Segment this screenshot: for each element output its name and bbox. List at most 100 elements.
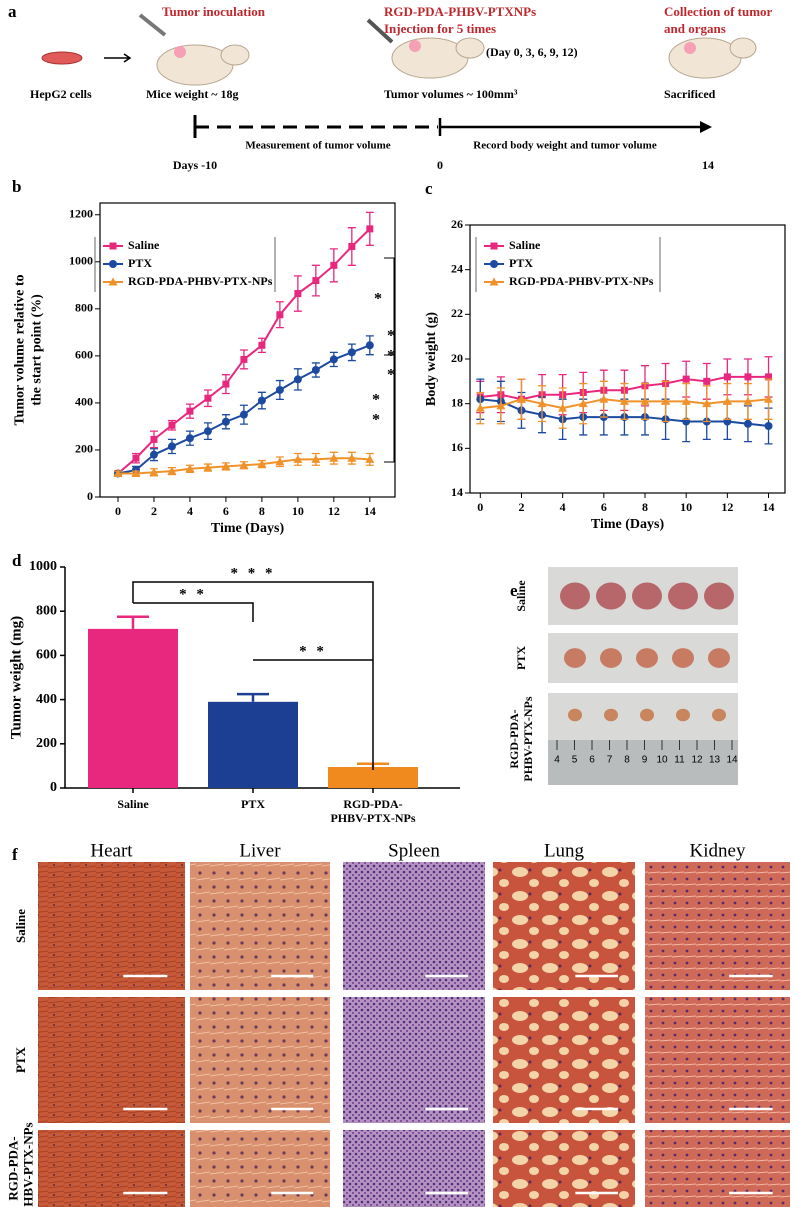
y-axis-title: Tumor volume relative to xyxy=(13,274,28,425)
marker xyxy=(764,422,773,430)
row-label: RGD-PDA- xyxy=(507,709,521,768)
marker xyxy=(490,242,498,250)
timeline-day: 14 xyxy=(702,158,714,172)
marker xyxy=(150,435,158,443)
marker xyxy=(257,396,266,405)
histology-image xyxy=(190,997,330,1123)
ruler-number: 8 xyxy=(624,755,630,766)
syringe xyxy=(366,18,394,44)
mouse-icon xyxy=(391,37,485,79)
row-label: Saline xyxy=(13,909,28,943)
marker xyxy=(204,394,212,402)
step-title: Tumor inoculation xyxy=(162,4,266,19)
legend-box xyxy=(94,237,276,292)
tumor xyxy=(600,648,622,668)
legend-label: PTX xyxy=(128,256,152,270)
histology-image xyxy=(645,862,790,990)
y-tick-label: 1000 xyxy=(69,254,93,268)
y-tick-label: 600 xyxy=(36,648,57,663)
significance-star: * xyxy=(372,412,380,429)
significance-star: * * xyxy=(179,586,207,602)
y-tick-label: 20 xyxy=(451,351,463,365)
step-text: Sacrificed xyxy=(664,87,716,101)
marker xyxy=(723,373,731,381)
marker xyxy=(311,365,320,374)
legend-label: RGD-PDA-PHBV-PTX-NPs xyxy=(509,274,654,288)
y-tick-label: 26 xyxy=(451,217,463,231)
marker xyxy=(167,466,177,475)
x-tick-label: 10 xyxy=(680,500,692,514)
x-tick-label: RGD-PDA- xyxy=(343,797,402,811)
row-label: PTX xyxy=(13,1046,28,1073)
tumor xyxy=(596,582,626,610)
ruler-number: 5 xyxy=(572,755,578,766)
marker xyxy=(682,375,690,383)
marker xyxy=(347,348,356,357)
marker xyxy=(275,457,285,466)
x-tick-label: 2 xyxy=(151,504,157,518)
marker xyxy=(239,460,249,469)
tumor xyxy=(712,708,726,722)
marker xyxy=(329,453,339,462)
x-tick-label: 14 xyxy=(763,500,775,514)
panel-label: e xyxy=(510,581,518,600)
significance-star: * xyxy=(374,291,382,308)
x-tick-label: 12 xyxy=(328,504,340,518)
y-tick-label: 800 xyxy=(36,603,57,618)
ruler-number: 4 xyxy=(554,755,560,766)
marker xyxy=(109,242,117,250)
marker xyxy=(240,355,248,363)
ruler-number: 7 xyxy=(607,755,613,766)
ruler-number: 10 xyxy=(656,755,668,766)
timeline-solid xyxy=(438,118,702,136)
step-title: Injection for 5 times xyxy=(384,21,496,36)
marker xyxy=(765,373,773,381)
marker xyxy=(203,463,213,472)
ruler-number: 14 xyxy=(726,755,738,766)
tumor xyxy=(604,708,618,722)
significance-star: * xyxy=(387,328,395,345)
histology-image xyxy=(343,1130,485,1207)
significance-star: * xyxy=(372,392,380,409)
step-title: and organs xyxy=(664,21,726,36)
marker xyxy=(365,454,375,463)
tumor xyxy=(632,582,662,610)
legend-label: RGD-PDA-PHBV-PTX-NPs xyxy=(128,274,273,288)
y-axis-title: Body weight (g) xyxy=(424,312,439,406)
timeline-day: Days -10 xyxy=(173,158,217,172)
marker xyxy=(185,434,194,443)
y-tick-label: 0 xyxy=(87,489,93,503)
y-tick-label: 0 xyxy=(50,780,57,795)
ruler-number: 9 xyxy=(642,755,648,766)
marker xyxy=(275,385,284,394)
y-tick-label: 200 xyxy=(36,736,57,751)
marker xyxy=(496,401,506,410)
marker xyxy=(365,341,374,350)
row-label: PHBV-PTX-NPs xyxy=(521,696,535,781)
tumor xyxy=(568,708,582,722)
timeline-day: 0 xyxy=(437,158,443,172)
step-text: Tumor volumes ~ 100mm³ xyxy=(384,87,518,101)
histology-image xyxy=(38,862,185,990)
ruler-number: 13 xyxy=(709,755,721,766)
marker xyxy=(347,453,357,462)
legend-label: PTX xyxy=(509,256,533,270)
marker xyxy=(490,260,498,268)
x-tick-label: 0 xyxy=(115,504,121,518)
marker xyxy=(113,468,123,477)
marker xyxy=(330,261,338,269)
significance-bracket xyxy=(133,602,254,622)
x-tick-label: Saline xyxy=(117,797,149,811)
y-tick-label: 1200 xyxy=(69,207,93,221)
row-label: PHBV-PTX-NPs xyxy=(20,1122,35,1207)
marker xyxy=(537,399,547,408)
panel-label: c xyxy=(425,179,433,198)
y-tick-label: 600 xyxy=(75,348,93,362)
histology-image xyxy=(38,1130,185,1207)
marker xyxy=(558,403,568,412)
histology-image xyxy=(190,862,330,990)
legend-label: Saline xyxy=(509,238,541,252)
significance-star: * xyxy=(387,348,395,365)
marker xyxy=(743,419,752,428)
